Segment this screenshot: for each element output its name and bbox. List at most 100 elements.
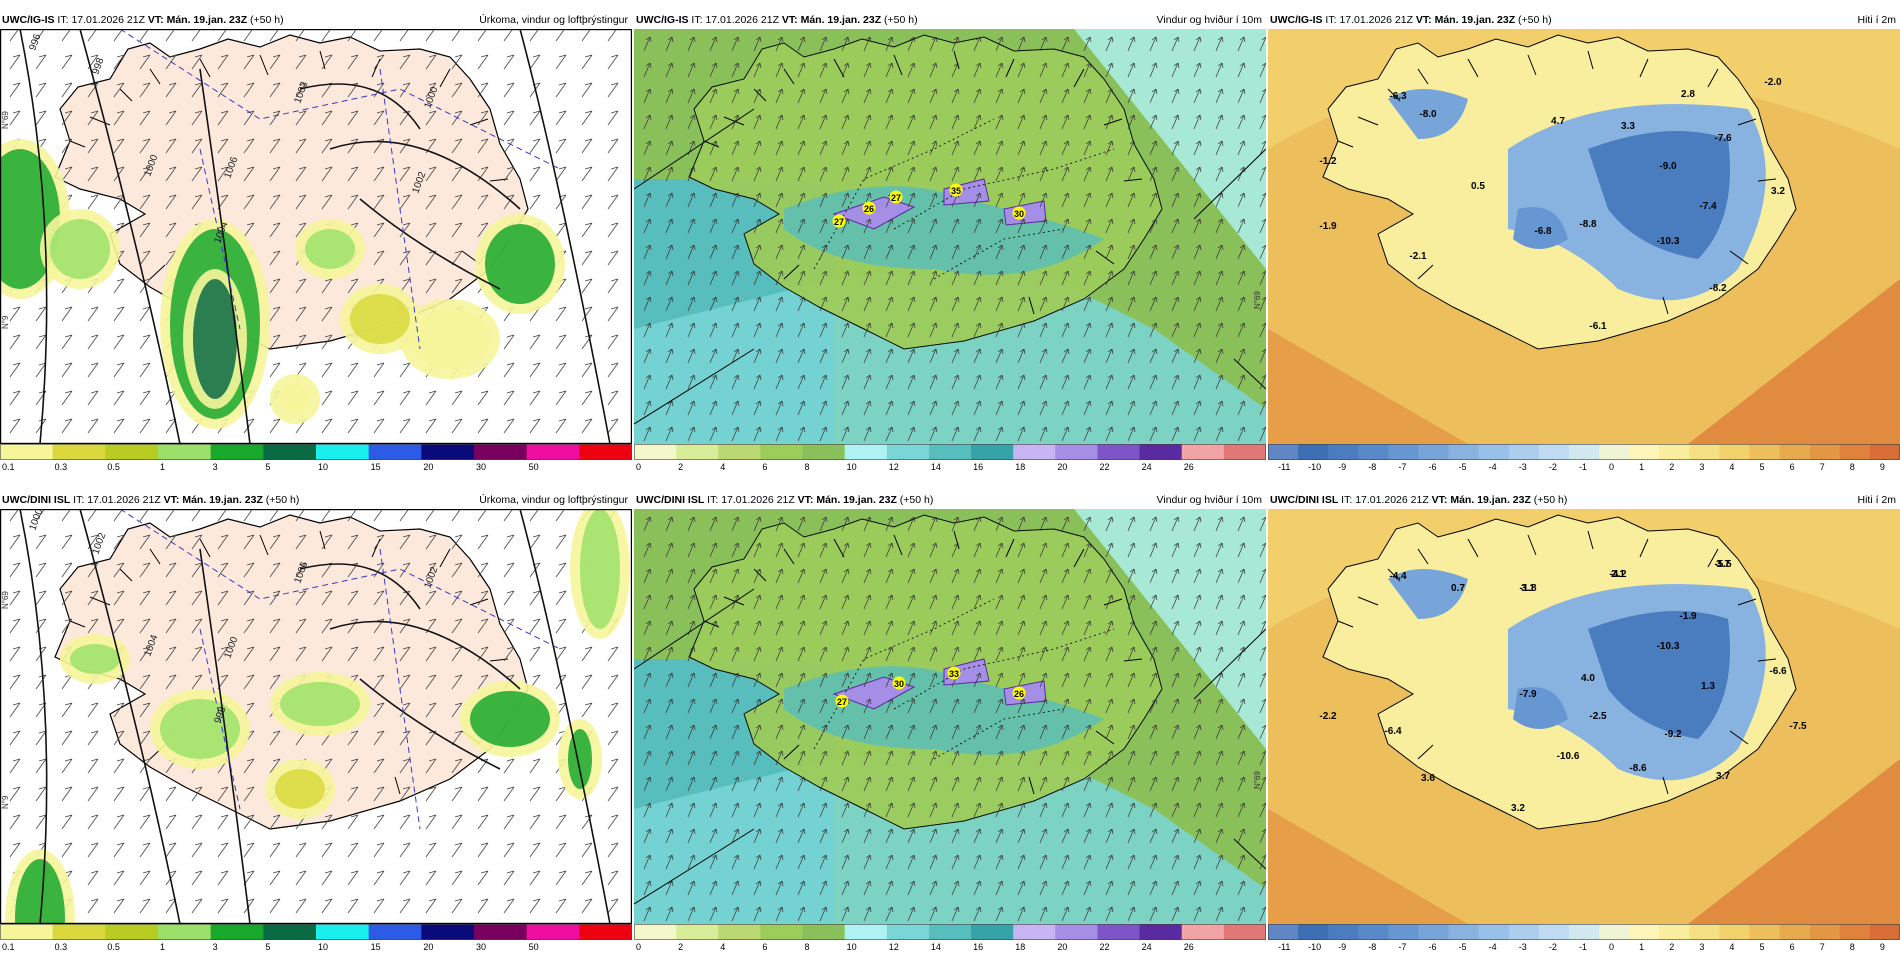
- issue-time-label: IT:: [1325, 14, 1337, 26]
- wind-barb: [9, 590, 21, 606]
- wind-barb: [321, 306, 333, 322]
- wind-arrow: [1193, 906, 1202, 922]
- colorbar-precip: 0.1 0.3 0.5 1 3 5 10 15 20 30 50: [0, 924, 632, 952]
- wind-barb: [295, 166, 307, 182]
- wind-arrow: [797, 36, 806, 52]
- wind-arrow: [775, 140, 784, 156]
- colorbar-swatch: [1478, 924, 1510, 940]
- wind-arrow: [1193, 88, 1202, 104]
- wind-arrow: [1127, 218, 1136, 234]
- wind-arrow: [665, 594, 674, 610]
- wind-arrow: [907, 620, 916, 636]
- wind-barb: [347, 534, 359, 550]
- wind-arrow: [907, 62, 916, 78]
- colorbar-swatch: [210, 924, 264, 940]
- colorbar-tick-label: 1: [1639, 462, 1644, 472]
- wind-barb: [607, 898, 619, 914]
- wind-arrow: [819, 906, 828, 922]
- wind-arrow: [885, 594, 894, 610]
- wind-arrow: [753, 374, 762, 390]
- wind-barb: [61, 786, 73, 802]
- wind-arrow: [1215, 854, 1224, 870]
- colorbar-swatch: [1629, 444, 1660, 460]
- wind-barb: [373, 870, 385, 886]
- wind-barb: [61, 590, 73, 606]
- colorbar-tick-label: 12: [889, 462, 899, 472]
- wind-arrow: [1127, 166, 1136, 182]
- wind-arrow: [1061, 880, 1070, 896]
- issue-time-label: IT:: [73, 494, 85, 506]
- wind-arrow: [929, 192, 938, 208]
- wind-barb: [35, 758, 47, 774]
- colorbar-tick-label: -1: [1579, 462, 1587, 472]
- wind-arrow: [995, 322, 1004, 338]
- temperature-label: 3.6: [1421, 773, 1435, 784]
- wind-barb: [529, 138, 541, 154]
- wind-arrow: [797, 542, 806, 558]
- wind-arrow: [1039, 192, 1048, 208]
- wind-barb: [191, 646, 203, 662]
- wind-barb: [581, 646, 593, 662]
- wind-barb: [269, 194, 281, 210]
- wind-barb: [477, 166, 489, 182]
- wind-arrow: [731, 698, 740, 714]
- colorbar-tick-label: 14: [931, 462, 941, 472]
- wind-arrow: [841, 374, 850, 390]
- wind-arrow: [1193, 426, 1202, 442]
- temperature-label: 2.1: [1611, 569, 1625, 580]
- wind-arrow: [687, 646, 696, 662]
- wind-arrow: [819, 620, 828, 636]
- wind-barb: [217, 898, 229, 914]
- temperature-band: [1688, 759, 1900, 924]
- colorbar-swatch: [1839, 924, 1871, 940]
- wind-arrow: [665, 244, 674, 260]
- wind-barb: [191, 898, 203, 914]
- wind-arrow: [929, 620, 938, 636]
- wind-barb: [217, 110, 229, 126]
- wind-arrow: [1017, 880, 1026, 896]
- wind-arrow: [775, 802, 784, 818]
- valid-time-label: VT:: [797, 494, 814, 506]
- colorbar-tick-label: 15: [371, 462, 381, 472]
- wind-barb: [607, 674, 619, 690]
- colorbar-tick-label: 6: [1790, 462, 1795, 472]
- colorbar-swatch: [1097, 444, 1141, 460]
- wind-arrow: [643, 828, 652, 844]
- wind-arrow: [709, 114, 718, 130]
- wind-arrow: [643, 672, 652, 688]
- wind-barb: [425, 842, 437, 858]
- wind-arrow: [643, 906, 652, 922]
- wind-barb: [87, 814, 99, 830]
- issue-time: 17.01.2026 21Z: [705, 14, 779, 26]
- colorbar-tick-label: 16: [973, 462, 983, 472]
- issue-time: 17.01.2026 21Z: [1339, 14, 1413, 26]
- colorbar-swatch: [1478, 444, 1510, 460]
- wind-arrow: [775, 374, 784, 390]
- wind-arrow: [1039, 166, 1048, 182]
- wind-barb: [87, 870, 99, 886]
- wind-barb: [399, 534, 411, 550]
- wind-arrow: [709, 854, 718, 870]
- wind-barb: [321, 390, 333, 406]
- wind-arrow: [863, 568, 872, 584]
- colorbar-swatch: [1568, 924, 1600, 940]
- panel-title: Úrkoma, vindur og loftþrýstingur: [479, 14, 628, 26]
- wind-arrow: [973, 776, 982, 792]
- wind-arrow: [951, 724, 960, 740]
- wind-arrow: [797, 140, 806, 156]
- temperature-label: -9.2: [1664, 729, 1682, 740]
- wind-arrow: [665, 776, 674, 792]
- colorbar-swatch: [886, 924, 930, 940]
- colorbar-tick-label: 0: [1609, 462, 1614, 472]
- colorbar-swatch: [421, 444, 475, 460]
- wind-arrow: [731, 542, 740, 558]
- wind-arrow: [863, 802, 872, 818]
- wind-arrow: [1039, 348, 1048, 364]
- wind-arrow: [863, 114, 872, 130]
- wind-arrow: [995, 36, 1004, 52]
- wind-arrow: [841, 750, 850, 766]
- wind-arrow: [1237, 62, 1246, 78]
- wind-barb: [451, 730, 463, 746]
- wind-arrow: [1193, 374, 1202, 390]
